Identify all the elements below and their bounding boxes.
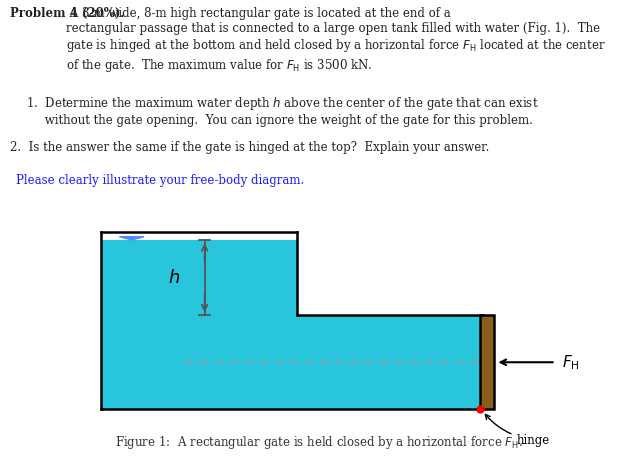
Text: Problem 4 (20%).: Problem 4 (20%).: [10, 7, 124, 20]
Text: A 3-m wide, 8-m high rectangular gate is located at the end of a
rectangular pas: A 3-m wide, 8-m high rectangular gate is…: [66, 7, 605, 74]
Text: 1.  Determine the maximum water depth $h$ above the center of the gate that can : 1. Determine the maximum water depth $h$…: [26, 95, 538, 127]
Text: Please clearly illustrate your free-body diagram.: Please clearly illustrate your free-body…: [16, 174, 304, 187]
Text: hinge: hinge: [486, 414, 549, 446]
Polygon shape: [101, 240, 480, 409]
Polygon shape: [119, 237, 144, 240]
Text: $F_{\mathrm{H}}$: $F_{\mathrm{H}}$: [562, 353, 580, 372]
Bar: [480, 315, 494, 409]
Text: Figure 1:  A rectangular gate is held closed by a horizontal force $F_{\mathrm{H: Figure 1: A rectangular gate is held clo…: [115, 434, 523, 451]
Text: 2.  Is the answer the same if the gate is hinged at the top?  Explain your answe: 2. Is the answer the same if the gate is…: [10, 141, 489, 154]
Text: $h$: $h$: [168, 269, 180, 287]
